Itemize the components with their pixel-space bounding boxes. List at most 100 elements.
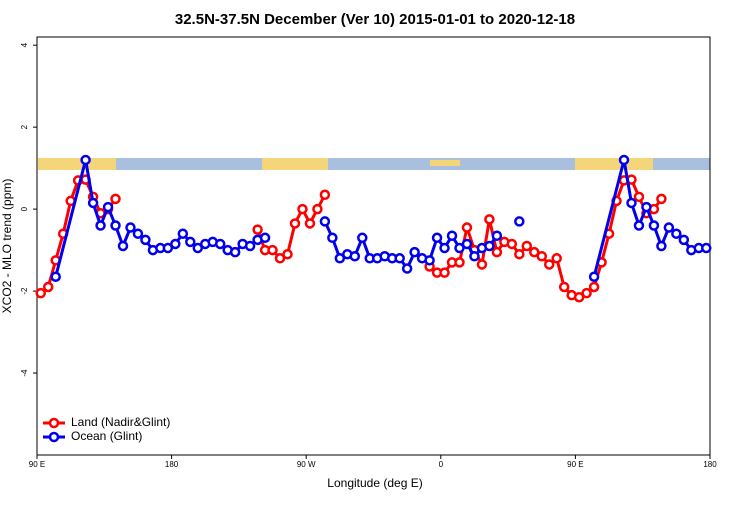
- point: [80, 154, 91, 166]
- point: [701, 242, 712, 254]
- point: [252, 224, 263, 235]
- point: [229, 246, 241, 258]
- x-tick-label: 0: [439, 460, 444, 469]
- point: [424, 255, 435, 266]
- x-tick-label: 90 E: [29, 460, 45, 469]
- point: [244, 240, 256, 252]
- x-tick-label: 90 W: [297, 460, 316, 469]
- point: [626, 197, 637, 209]
- land-band: [430, 160, 460, 166]
- point: [394, 253, 405, 264]
- point: [170, 238, 181, 250]
- point: [581, 287, 592, 299]
- point: [117, 240, 129, 252]
- y-tick-label: 4: [20, 42, 29, 47]
- point: [529, 246, 540, 258]
- point: [491, 230, 503, 242]
- point: [514, 216, 525, 227]
- land-band: [262, 158, 328, 170]
- x-tick-label: 90 E: [567, 460, 583, 469]
- point: [506, 238, 518, 250]
- point: [431, 232, 443, 244]
- point: [87, 197, 99, 209]
- plot-frame: [36, 36, 711, 456]
- legend-marker: [48, 431, 60, 443]
- point: [357, 232, 368, 244]
- y-tick-label: 2: [20, 124, 29, 129]
- point: [102, 201, 114, 213]
- point: [409, 246, 420, 258]
- point: [656, 193, 667, 205]
- point: [536, 250, 547, 262]
- point: [439, 267, 450, 278]
- point: [95, 220, 106, 231]
- point: [633, 191, 645, 203]
- chart-title: 32.5N-37.5N December (Ver 10) 2015-01-01…: [175, 11, 575, 28]
- point: [648, 220, 660, 231]
- point: [289, 218, 301, 229]
- y-axis-label: XCO2 - MLO trend (ppm): [0, 179, 14, 314]
- point: [312, 203, 323, 215]
- point: [35, 287, 46, 299]
- x-tick-label: 180: [703, 460, 717, 469]
- point: [334, 253, 346, 264]
- point: [618, 154, 630, 166]
- point: [185, 236, 196, 248]
- point: [476, 259, 488, 270]
- point: [327, 232, 338, 244]
- point: [349, 250, 361, 262]
- point: [514, 248, 525, 260]
- point: [521, 240, 533, 252]
- point: [319, 216, 331, 227]
- point: [671, 228, 682, 239]
- point: [469, 250, 480, 262]
- point: [192, 242, 204, 254]
- point: [551, 253, 562, 264]
- point: [214, 238, 226, 250]
- point: [633, 220, 645, 231]
- point: [678, 234, 690, 246]
- point: [401, 263, 413, 274]
- point: [461, 222, 473, 233]
- legend-marker: [48, 417, 60, 429]
- map-band: [38, 158, 710, 170]
- point: [454, 257, 465, 268]
- land-band: [575, 158, 653, 170]
- point: [297, 203, 308, 215]
- point: [177, 228, 189, 239]
- point: [110, 193, 121, 205]
- point: [446, 230, 458, 242]
- x-tick-label: 180: [165, 460, 179, 469]
- point: [454, 242, 465, 254]
- series-line: [39, 178, 663, 299]
- point: [484, 240, 495, 252]
- point: [656, 240, 667, 252]
- point: [132, 228, 144, 239]
- point: [319, 189, 331, 201]
- point: [588, 271, 600, 282]
- x-axis-label: Longitude (deg E): [327, 476, 422, 490]
- point: [588, 281, 600, 293]
- point: [282, 248, 293, 260]
- point: [50, 271, 61, 282]
- point: [259, 232, 271, 244]
- ocean-band: [38, 158, 710, 170]
- point: [573, 291, 585, 303]
- y-tick-label: 0: [20, 206, 29, 211]
- point: [558, 281, 570, 293]
- point: [304, 218, 316, 229]
- point: [543, 259, 555, 270]
- legend-label: Land (Nadir&Glint): [71, 415, 170, 429]
- point: [140, 234, 151, 246]
- point: [162, 242, 174, 254]
- y-tick-label: -4: [20, 369, 29, 377]
- point: [484, 214, 495, 225]
- point: [125, 222, 136, 233]
- point: [663, 222, 675, 233]
- point: [267, 244, 278, 256]
- point: [461, 238, 473, 250]
- point: [42, 281, 54, 293]
- land-band: [38, 158, 116, 170]
- y-tick-label: -2: [20, 287, 29, 295]
